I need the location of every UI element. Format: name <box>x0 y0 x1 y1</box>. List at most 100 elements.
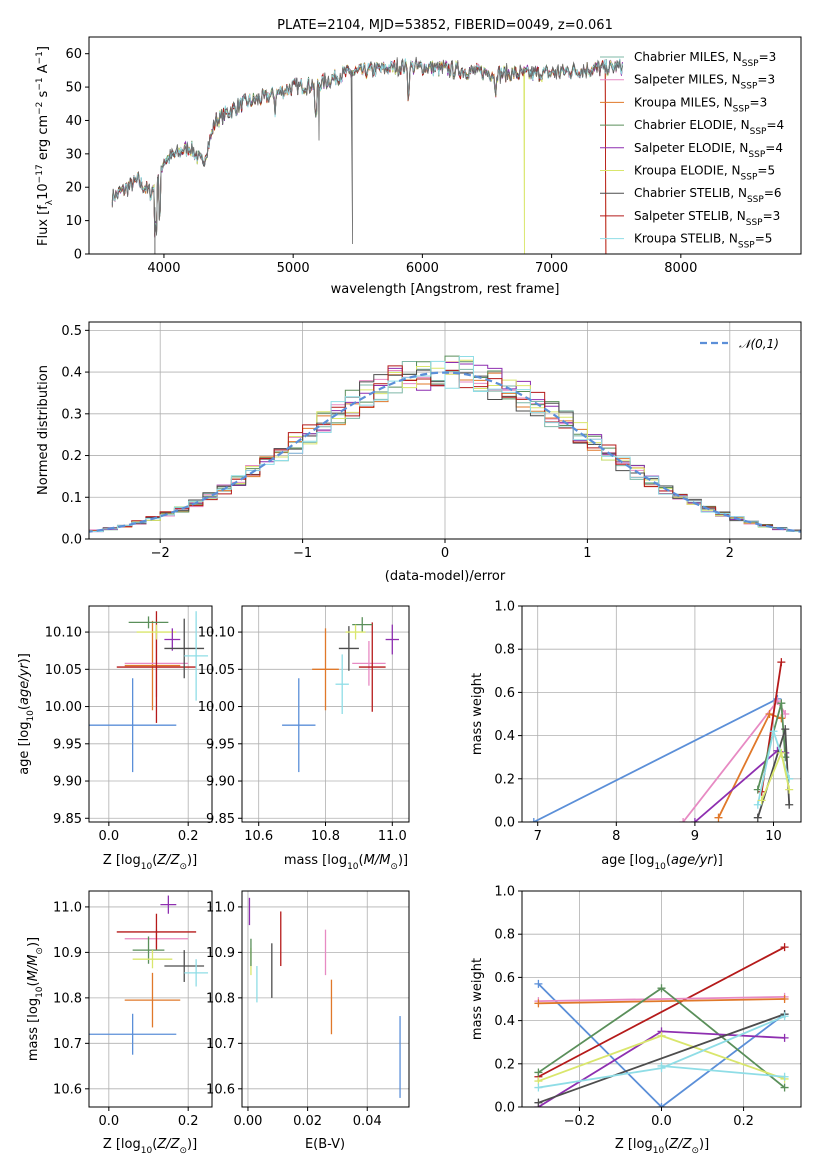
model-spectrum-line <box>111 58 623 235</box>
y-tick-label: 0.2 <box>494 1057 515 1072</box>
spectrum-frame <box>88 36 802 255</box>
weight-marker <box>529 818 538 822</box>
weight-line <box>538 995 785 1003</box>
x-tick-label: 7000 <box>535 261 568 276</box>
age-z-ylabel-part: age [log <box>17 722 32 775</box>
legend-label: Chabrier ELODIE, NSSP=4 <box>634 118 784 137</box>
residuals-ylabel: Normed distribution <box>36 365 51 495</box>
mass_vs_ebv-frame <box>241 890 410 1108</box>
legend-label-part: =5 <box>755 232 773 246</box>
mass-z-xlabel-part: Z [log <box>103 1137 141 1152</box>
y-tick-label: 0.2 <box>61 449 82 464</box>
x-tick-label: 0.2 <box>733 1114 754 1129</box>
spectrum-ylabel-part: Flux [f <box>36 205 51 246</box>
legend-label-part: =5 <box>757 164 775 178</box>
legend-label-part: SSP <box>750 127 767 137</box>
y-tick-label: 10.9 <box>206 946 235 961</box>
mass-z-ylabel: mass [log10(M/M⊙)] <box>26 937 45 1061</box>
weight-marker <box>657 1103 666 1107</box>
mass-z-ylabel-part: mass [log <box>26 998 41 1061</box>
legend-label-part: =4 <box>765 141 783 155</box>
weight-marker <box>785 800 794 809</box>
spectrum-axes: 4000 5000 6000 7000 8000 0 10 20 30 40 50 60 <box>65 47 697 276</box>
weight-z-xlabel-part: Z/Z <box>668 1137 692 1152</box>
y-tick-label: 11.0 <box>53 900 82 915</box>
x-tick-label: 10.6 <box>244 829 273 844</box>
y-tick-label: 9.90 <box>206 775 235 790</box>
legend-label: Kroupa ELODIE, NSSP=5 <box>634 164 775 183</box>
age-mass-xlabel-part: ( <box>359 853 364 868</box>
y-tick-label: 10.00 <box>198 700 235 715</box>
legend-label: Salpeter MILES, NSSP=3 <box>634 73 775 92</box>
y-tick-label: 0 <box>74 248 82 263</box>
age-mass-xlabel-part: 10 <box>347 862 359 872</box>
y-tick-label: 0.0 <box>61 533 82 548</box>
mass-z-xlabel-part: ⊙ <box>179 1146 187 1156</box>
mass-z-xlabel-part: 10 <box>141 1146 153 1156</box>
legend-label-part: =3 <box>757 73 775 87</box>
x-tick-label: 0.02 <box>293 1114 322 1129</box>
y-tick-label: 10.05 <box>45 663 82 678</box>
y-tick-label: 10.8 <box>53 991 82 1006</box>
y-tick-label: 1.0 <box>494 885 515 900</box>
y-tick-label: 0.6 <box>494 971 515 986</box>
weight-line <box>661 1065 785 1078</box>
age-z-ylabel-part: age/yr <box>17 662 32 705</box>
age-mass-xlabel-part: )] <box>398 853 408 868</box>
spectrum-ylabel-part: −1 <box>35 77 45 90</box>
legend-label-part: Salpeter STELIB, N <box>634 209 746 223</box>
y-tick-label: 11.0 <box>206 900 235 915</box>
age-mass-xlabel: mass [log10(M/M⊙)] <box>284 853 408 872</box>
y-tick-label: 0.5 <box>61 324 82 339</box>
model-spectrum-line <box>111 58 623 235</box>
x-tick-label: 5000 <box>277 261 310 276</box>
mass-z-xlabel-part: ( <box>152 1137 157 1152</box>
legend-label: Chabrier STELIB, NSSP=6 <box>634 186 782 205</box>
weight-z-xlabel-part: Z [log <box>615 1137 653 1152</box>
y-tick-label: 0.2 <box>494 772 515 787</box>
age-z-ylabel: age [log10(age/yr)] <box>17 653 36 775</box>
observed-spectrum-line <box>111 56 623 244</box>
x-tick-label: −1 <box>293 546 312 561</box>
residuals-axes: −2 −1 0 1 2 0.0 0.1 0.2 0.3 0.4 0.5 <box>61 322 801 561</box>
legend-label: Kroupa STELIB, NSSP=5 <box>634 232 772 251</box>
legend-label-part: SSP <box>742 59 759 69</box>
mass-z-xlabel-part: Z/Z <box>156 1137 180 1152</box>
legend-label-part: =4 <box>766 118 784 132</box>
weight_vs_Z-plot <box>534 943 789 1107</box>
weight-marker <box>780 1012 789 1021</box>
spectrum-plot <box>111 56 623 254</box>
legend-label-part: SSP <box>741 173 758 183</box>
y-tick-label: 9.95 <box>53 737 82 752</box>
mass_vs_Z-plot <box>89 895 209 1055</box>
age-z-xlabel-part: ( <box>152 853 157 868</box>
weight-marker <box>777 699 786 708</box>
legend-label-part: Salpeter MILES, N <box>634 73 741 87</box>
weight-line <box>537 946 786 1078</box>
x-tick-label: 7 <box>534 829 542 844</box>
y-tick-label: 0.1 <box>61 491 82 506</box>
y-tick-label: 0.8 <box>494 643 515 658</box>
y-tick-label: 10.6 <box>206 1082 235 1097</box>
age-z-xlabel-part: Z/Z <box>156 853 180 868</box>
age-z-ylabel-part: ( <box>17 705 32 710</box>
legend-label: Salpeter STELIB, NSSP=3 <box>634 209 780 228</box>
weight-age-xlabel-part: ( <box>666 853 671 868</box>
weight-marker <box>534 1068 543 1077</box>
age-z-xlabel-part: 10 <box>141 862 153 872</box>
legend-label-part: Chabrier STELIB, N <box>634 186 747 200</box>
spectrum-ylabel-part: A <box>36 64 51 77</box>
y-tick-label: 10 <box>65 214 82 229</box>
weight-marker <box>781 725 790 734</box>
weight-age-xlabel: age [log10(age/yr)] <box>601 853 723 872</box>
y-tick-label: 10.10 <box>45 626 82 641</box>
weight_vs_age-frame <box>521 605 802 823</box>
weight_vs_age-plot <box>529 658 794 822</box>
age_vs_mass-plot <box>282 617 399 773</box>
legend-label: Chabrier MILES, NSSP=3 <box>634 50 776 69</box>
legend-label: Salpeter ELODIE, NSSP=4 <box>634 141 783 160</box>
weight-marker <box>765 710 774 718</box>
x-tick-label: 0.2 <box>178 829 199 844</box>
weight-marker <box>757 796 766 805</box>
x-tick-label: 10 <box>765 829 782 844</box>
